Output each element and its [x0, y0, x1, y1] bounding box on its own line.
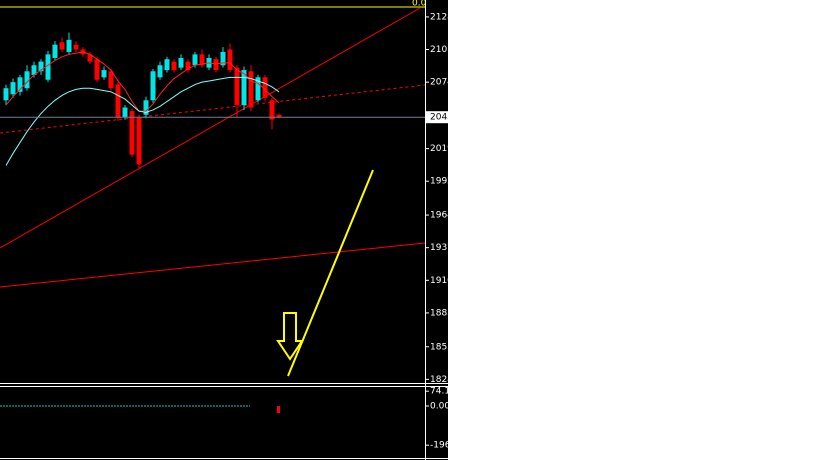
- candle-body: [45, 54, 51, 80]
- y-tick-label: 1828: [430, 375, 453, 385]
- candle-body: [164, 59, 170, 71]
- candle-body: [157, 65, 163, 78]
- trend-line-dashed: [0, 84, 426, 134]
- candle-body: [24, 71, 30, 89]
- y-tick-label: 1855: [430, 342, 453, 352]
- candle-body: [213, 59, 219, 71]
- y-tick-label: 1883: [430, 308, 453, 318]
- current-price-label: 2045: [430, 113, 453, 123]
- candle-body: [108, 71, 114, 89]
- y-tick-label: 2074: [430, 78, 453, 88]
- candle-body: [73, 44, 79, 50]
- candle-body: [129, 111, 135, 155]
- candle-body: [171, 61, 177, 71]
- indicator-bar: [277, 406, 280, 413]
- candle-body: [143, 100, 149, 115]
- candle-body: [136, 117, 142, 165]
- candle-body: [17, 77, 23, 92]
- chart-area: 0.0 2128 2101 2074 2019 1992 1964 1937 1910 1883…: [0, 0, 453, 460]
- annotation-arrow: [276, 312, 304, 361]
- candle-body: [122, 107, 128, 118]
- candle-body: [52, 44, 58, 58]
- candle-body: [101, 70, 107, 78]
- y-tick-label: 1910: [430, 276, 453, 286]
- candle-body: [10, 82, 16, 95]
- candle-body: [115, 84, 121, 118]
- candle-body: [220, 51, 226, 66]
- candle-body: [31, 65, 37, 75]
- moving-average: [5, 76, 280, 166]
- candle-body: [185, 61, 191, 71]
- y-tick-label: 1992: [430, 177, 453, 187]
- moving-average: [5, 51, 280, 112]
- y-tick-label: 1964: [430, 211, 453, 221]
- candle-body: [241, 70, 247, 106]
- candle-body: [255, 77, 261, 101]
- candle-body: [87, 54, 93, 62]
- trend-line: [0, 7, 421, 249]
- y-tick-label: 2101: [430, 45, 453, 55]
- trend-line: [0, 242, 426, 288]
- current-price-box: [426, 111, 448, 124]
- candle-body: [150, 71, 156, 101]
- candle-body: [3, 88, 9, 101]
- candle-body: [192, 54, 198, 66]
- y-tick-label: 2019: [430, 144, 453, 154]
- y-tick-label: 2128: [430, 12, 453, 22]
- candle-body: [269, 100, 275, 120]
- y-tick-label: 1937: [430, 243, 453, 253]
- candle-body: [262, 77, 268, 98]
- candle-body: [234, 67, 240, 106]
- candle-body: [178, 57, 184, 68]
- candle-body: [227, 49, 233, 71]
- indicator-tick-label: 74.1: [430, 387, 450, 397]
- level-label: 0.0: [412, 0, 427, 9]
- indicator-tick-label: -196: [430, 441, 451, 451]
- indicator-tick-label: 0.00: [430, 402, 450, 412]
- candle-body: [59, 42, 65, 50]
- background: [0, 0, 448, 460]
- candle-body: [66, 39, 72, 52]
- candle-body: [248, 71, 254, 108]
- candle-body: [199, 54, 205, 66]
- candle-body: [38, 61, 44, 72]
- candle-body: [276, 114, 282, 118]
- candle-body: [94, 59, 100, 80]
